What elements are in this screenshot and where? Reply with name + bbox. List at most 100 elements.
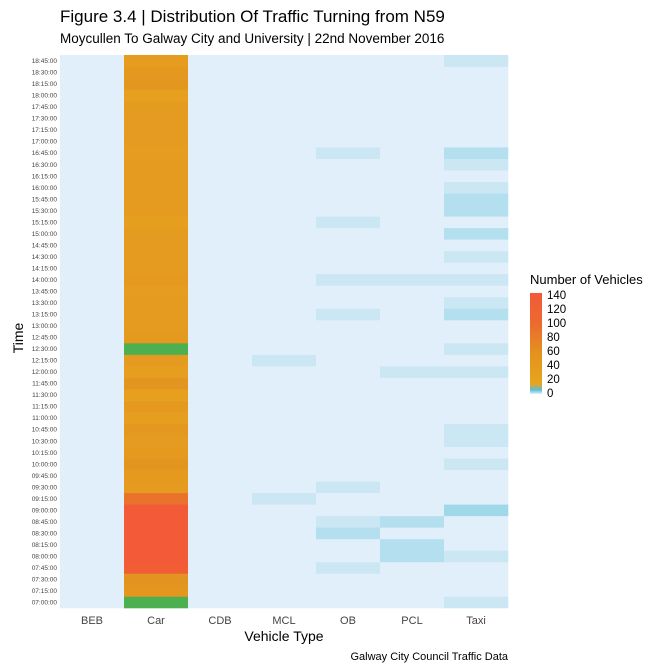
heatmap-cell: [444, 538, 509, 551]
heatmap-cell: [316, 469, 381, 482]
y-tick-label: 09:45:00: [32, 473, 58, 480]
heatmap-cell: [188, 227, 253, 240]
heatmap-cell: [444, 412, 509, 424]
chart-title: Figure 3.4 | Distribution Of Traffic Tur…: [60, 7, 445, 26]
heatmap-cell: [124, 504, 189, 517]
heatmap-cell: [60, 596, 125, 609]
y-tick-label: 17:45:00: [32, 104, 58, 111]
heatmap-cell: [380, 458, 445, 471]
heatmap-cell: [124, 492, 189, 505]
heatmap-cell: [444, 147, 509, 159]
heatmap-cell: [124, 377, 189, 390]
x-axis-label: Vehicle Type: [244, 628, 324, 644]
heatmap-cell: [380, 400, 445, 413]
heatmap-cell: [444, 319, 509, 332]
heatmap-cell: [380, 550, 445, 563]
heatmap-cell: [316, 550, 381, 563]
heatmap-cell: [444, 504, 509, 517]
heatmap-cell: [252, 124, 317, 136]
heatmap-cell: [60, 101, 125, 113]
heatmap-cell: [252, 527, 317, 540]
heatmap-cell: [252, 135, 317, 148]
heatmap-cell: [252, 170, 317, 183]
heatmap-cell: [316, 250, 381, 263]
heatmap-cell: [380, 89, 445, 102]
x-tick-label: MCL: [272, 615, 295, 627]
heatmap-cell: [316, 343, 381, 355]
y-tick-label: 12:45:00: [32, 335, 58, 342]
y-tick-label: 17:15:00: [32, 127, 58, 134]
heatmap-cell: [124, 573, 189, 586]
heatmap-cell: [444, 389, 509, 401]
heatmap-cell: [444, 584, 509, 597]
heatmap-cell: [444, 596, 509, 609]
heatmap-cell: [316, 331, 381, 344]
heatmap-cell: [252, 308, 317, 321]
heatmap-cell: [60, 538, 125, 551]
heatmap-cell: [60, 435, 125, 448]
heatmap-cell: [252, 89, 317, 102]
heatmap-cell: [124, 423, 189, 436]
heatmap-cell: [188, 55, 253, 67]
heatmap-cell: [60, 458, 125, 471]
y-tick-label: 08:30:00: [32, 530, 58, 537]
heatmap-cell: [316, 135, 381, 148]
heatmap-cell: [316, 446, 381, 459]
x-tick-label: PCL: [401, 615, 422, 627]
heatmap-cell: [60, 147, 125, 159]
y-tick-label: 12:30:00: [32, 346, 58, 353]
y-tick-label: 16:30:00: [32, 162, 58, 169]
y-tick-label: 16:15:00: [32, 173, 58, 180]
heatmap-cell: [124, 89, 189, 102]
heatmap-cell: [380, 412, 445, 424]
heatmap-cell: [188, 504, 253, 517]
heatmap-cell: [60, 354, 125, 367]
heatmap-cell: [188, 296, 253, 309]
heatmap-cell: [380, 170, 445, 183]
heatmap-cell: [444, 481, 509, 494]
heatmap-cell: [380, 308, 445, 321]
heatmap-cell: [380, 101, 445, 113]
heatmap-cell: [444, 239, 509, 252]
heatmap-cell: [252, 584, 317, 597]
heatmap-cell: [188, 124, 253, 136]
heatmap-cell: [316, 435, 381, 448]
y-tick-label: 14:00:00: [32, 277, 58, 284]
heatmap-cell: [124, 296, 189, 309]
heatmap-cell: [188, 481, 253, 494]
heatmap-cell: [252, 469, 317, 482]
heatmap-cell: [60, 262, 125, 275]
heatmap-cell: [252, 515, 317, 528]
heatmap-cell: [124, 561, 189, 574]
heatmap-cell: [188, 135, 253, 148]
heatmap-cell: [124, 135, 189, 148]
heatmap-cell: [252, 331, 317, 344]
heatmap-cell: [124, 343, 189, 355]
heatmap-cell: [380, 504, 445, 517]
heatmap-cell: [188, 573, 253, 586]
heatmap-cell: [124, 170, 189, 183]
x-tick-labels: BEB Car CDB MCL OB PCL Taxi: [81, 615, 486, 627]
heatmap-cell: [316, 216, 381, 229]
heatmap-cell: [316, 193, 381, 206]
heatmap-cell: [316, 273, 381, 286]
heatmap-cell: [380, 492, 445, 505]
heatmap-cell: [444, 446, 509, 459]
y-tick-labels: 07:00:00 07:15:00 07:30:00 07:45:00 08:00:00…: [32, 58, 58, 606]
heatmap-cell: [188, 331, 253, 344]
heatmap-cell: [316, 561, 381, 574]
heatmap-cell: [316, 504, 381, 517]
heatmap-cell: [316, 458, 381, 471]
heatmap-cell: [188, 584, 253, 597]
heatmap-cell: [124, 527, 189, 540]
heatmap-cell: [380, 584, 445, 597]
heatmap-cell: [380, 55, 445, 67]
legend-colorbar: [530, 293, 542, 394]
heatmap-cell: [188, 458, 253, 471]
heatmap-cell: [444, 400, 509, 413]
heatmap-cell: [188, 354, 253, 367]
heatmap-cell: [316, 170, 381, 183]
heatmap-cell: [380, 78, 445, 90]
heatmap-cell: [380, 239, 445, 252]
legend-tick-label: 40: [547, 360, 560, 373]
